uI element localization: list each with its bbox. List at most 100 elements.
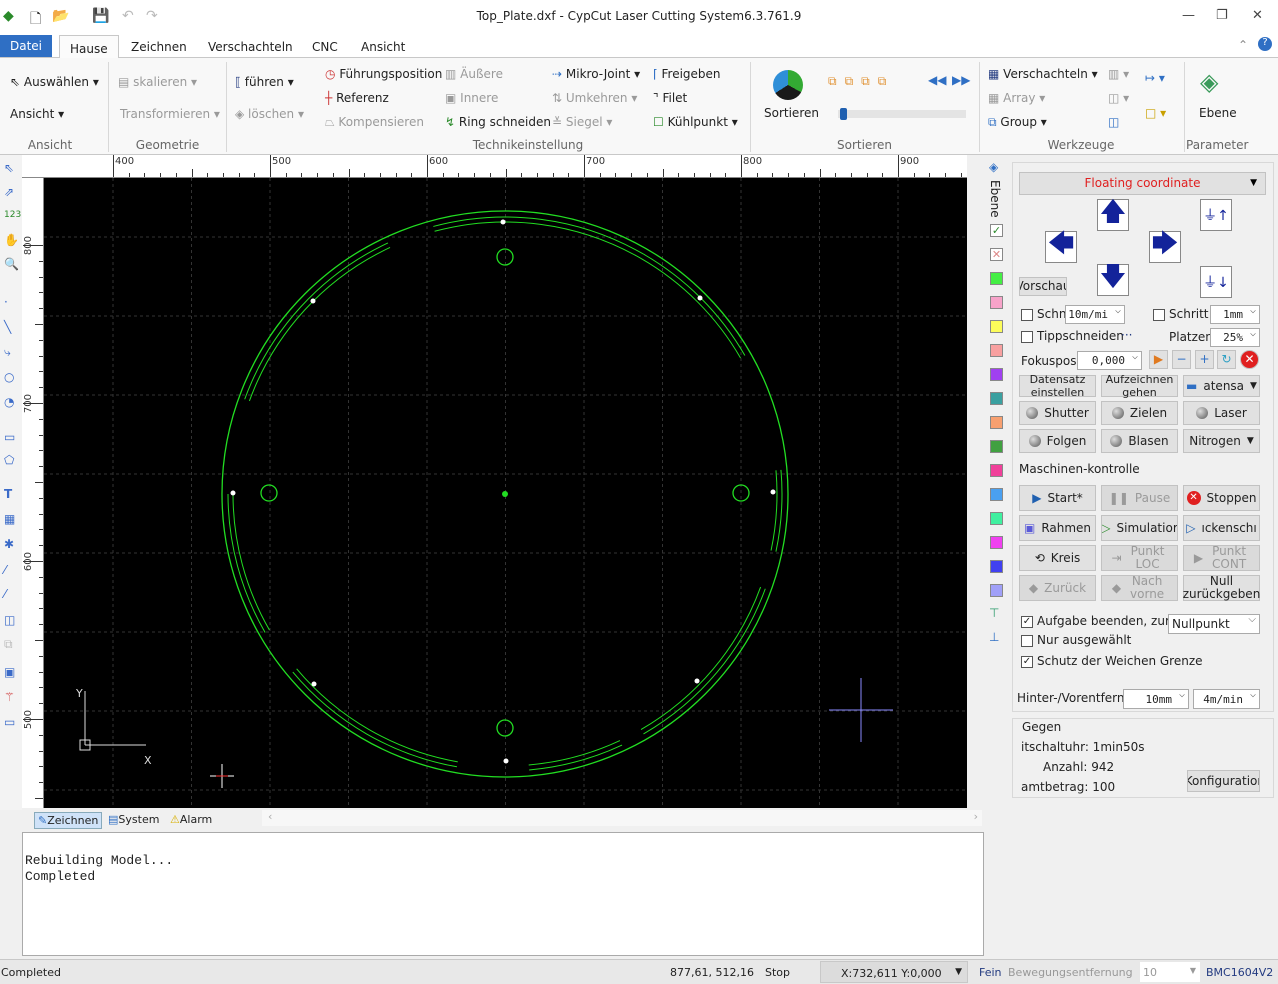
layer-color-swatch[interactable] — [990, 392, 1003, 405]
sort-prev-icon[interactable]: ◀◀ — [928, 73, 947, 87]
cancel-focus-button[interactable]: ✕ — [1240, 350, 1259, 369]
pause-button[interactable]: ❚❚ Pause — [1101, 485, 1178, 511]
nach-vorne-button[interactable]: ◆ Nach vorne — [1101, 575, 1178, 601]
tab-ansicht[interactable]: Ansicht — [361, 40, 406, 54]
star-icon[interactable]: ✱ — [4, 537, 15, 551]
tab-zeichnen-bottom[interactable]: ✎Zeichnen — [34, 812, 103, 829]
collapse-ribbon-icon[interactable]: ⌃ — [1238, 38, 1249, 52]
open-folder-icon[interactable]: 📂 — [52, 8, 70, 24]
shutter-button[interactable]: Shutter — [1019, 401, 1096, 425]
head-down-button[interactable]: ⏚↓ — [1200, 266, 1232, 298]
part-outline[interactable] — [221, 210, 789, 778]
layer-color-swatch[interactable] — [990, 536, 1003, 549]
siegel-button[interactable]: ≚ Siegel ▾ — [552, 115, 613, 129]
tab-verschachteln[interactable]: Verschachteln — [208, 40, 293, 54]
vertical-scrollbar[interactable] — [967, 155, 980, 810]
sortieren-button[interactable]: Sortieren — [764, 106, 819, 120]
vorschau-button[interactable]: Vorschau — [1019, 277, 1067, 296]
jog-up-button[interactable]: 🡅 — [1097, 197, 1129, 231]
position-dropdown[interactable]: X:732,611 Y:0,000 ▼ — [820, 961, 968, 983]
layer-color-swatch[interactable] — [990, 272, 1003, 285]
blasen-button[interactable]: Blasen — [1101, 429, 1178, 453]
head-up-button[interactable]: ⏚↑ — [1200, 199, 1232, 231]
layer-color-swatch[interactable] — [990, 320, 1003, 333]
help-icon[interactable]: ? — [1258, 37, 1272, 51]
maximize-button[interactable]: ❐ — [1216, 8, 1228, 23]
explode-icon[interactable]: ▣ — [4, 665, 16, 679]
innere-button[interactable]: ▣ Innere — [445, 91, 499, 105]
jog-right-button[interactable]: 🡆 — [1149, 229, 1181, 263]
layer-color-swatch[interactable] — [990, 344, 1003, 357]
layer-bottom-icon[interactable]: ⊥ — [989, 630, 1000, 644]
nur-ausgewaehlt-checkbox[interactable]: Nur ausgewählt — [1021, 633, 1131, 647]
trim-icon[interactable]: ⁄ — [4, 563, 7, 577]
transformieren-button[interactable]: Transformieren ▾ — [120, 107, 220, 121]
schn-select[interactable]: 10m/mi — [1065, 305, 1125, 324]
copy-icon[interactable]: ⧉ — [4, 637, 13, 651]
skalieren-button[interactable]: ▤ skalieren ▾ — [118, 75, 198, 89]
array-button[interactable]: ▦ Array ▾ — [988, 91, 1046, 105]
freigeben-button[interactable]: ⌈ Freigeben — [653, 67, 721, 81]
hinter-select[interactable]: 10mm — [1123, 689, 1189, 709]
aeussere-button[interactable]: ▥ Äußere — [445, 67, 503, 81]
nitrogen-dropdown[interactable]: Nitrogen ▼ — [1183, 429, 1260, 453]
ansicht-dropdown[interactable]: Ansicht ▾ — [10, 107, 65, 121]
redo-icon[interactable]: ↷ — [146, 8, 158, 24]
tab-zeichnen[interactable]: Zeichnen — [131, 40, 187, 54]
group-button[interactable]: ⧉ Group ▾ — [988, 115, 1047, 129]
fuehrungsposition-button[interactable]: ◷ Führungsposition — [325, 67, 443, 81]
sort-next-icon[interactable]: ▶▶ — [952, 73, 971, 87]
null-zurueckgeben-button[interactable]: Null zurückgeben — [1182, 574, 1261, 601]
konfiguration-button[interactable]: Konfiguratior — [1187, 770, 1260, 792]
numbering-icon[interactable]: 123 — [4, 210, 22, 220]
canvas-svg[interactable]: Y X — [44, 178, 967, 808]
tipp-more-button[interactable]: ··· — [1121, 328, 1133, 342]
tool-icon-3[interactable]: ◫ — [1108, 115, 1120, 129]
ebene-button[interactable]: Ebene — [1199, 106, 1237, 120]
laser-button[interactable]: Laser — [1183, 401, 1260, 425]
schritt-checkbox[interactable]: Schritt — [1153, 307, 1209, 321]
zielen-button[interactable]: Zielen — [1101, 401, 1178, 425]
point-icon[interactable]: · — [4, 295, 8, 309]
new-file-icon[interactable]: 🗋 — [30, 11, 42, 27]
aufgabe-checkbox[interactable]: ✓ Aufgabe beenden, zurü — [1021, 614, 1169, 628]
extend-icon[interactable]: ⁄ — [4, 587, 7, 601]
punkt-cont-button[interactable]: ▶ Punkt CONT — [1183, 545, 1260, 571]
layer-hidden-checkbox[interactable]: ✕ — [990, 248, 1003, 261]
drawing-canvas[interactable]: Y X — [44, 178, 967, 808]
schutz-checkbox[interactable]: ✓ Schutz der Weichen Grenze — [1021, 654, 1203, 668]
datensatz-dropdown[interactable]: ▬ atensa ▼ — [1183, 375, 1260, 397]
rectangle-icon[interactable]: ▭ — [4, 430, 16, 444]
polygon-icon[interactable]: ⬠ — [4, 453, 15, 467]
jog-down-button[interactable]: 🡇 — [1097, 262, 1129, 296]
play-focus-button[interactable]: ▶ — [1149, 350, 1168, 369]
layer-color-swatch[interactable] — [990, 440, 1003, 453]
horizontal-scrollbar[interactable]: ‹ › — [262, 810, 982, 826]
save-icon[interactable]: 💾 — [92, 8, 110, 24]
plus-focus-button[interactable]: + — [1195, 350, 1214, 369]
layer-color-swatch[interactable] — [990, 464, 1003, 477]
sort-order-icons[interactable]: ⧉⧉⧉⧉ — [828, 74, 895, 88]
filet-button[interactable]: ⌝ Filet — [653, 91, 688, 105]
layer-color-swatch[interactable] — [990, 296, 1003, 309]
referenz-button[interactable]: ┼ Referenz — [325, 91, 389, 105]
layer-color-swatch[interactable] — [990, 368, 1003, 381]
punkt-loc-button[interactable]: ⇥ Punkt LOC — [1101, 545, 1178, 571]
minimize-button[interactable]: — — [1182, 8, 1195, 23]
kompensieren-button[interactable]: ⏢ Kompensieren — [325, 115, 424, 129]
arc-icon[interactable]: ◔ — [4, 395, 15, 409]
node-edit-icon[interactable]: ⇗ — [4, 185, 15, 199]
fokus-select[interactable]: 0,000 — [1077, 351, 1142, 370]
mikro-joint-button[interactable]: ⇢ Mikro-Joint ▾ — [552, 67, 641, 81]
speed-select[interactable]: 4m/min — [1193, 689, 1260, 709]
umkehren-button[interactable]: ⇅ Umkehren ▾ — [552, 91, 638, 105]
layer-top-icon[interactable]: ⊤ — [989, 606, 1000, 620]
schn-checkbox[interactable]: Schn — [1021, 307, 1066, 321]
verschachteln-button[interactable]: ▦ Verschachteln ▾ — [988, 67, 1098, 81]
loeschen-button[interactable]: ◈ löschen ▾ — [235, 107, 305, 121]
tab-cnc[interactable]: CNC — [312, 40, 338, 54]
undo-icon[interactable]: ↶ — [122, 8, 134, 24]
schritt-select[interactable]: 1mm — [1210, 305, 1260, 324]
layer-color-swatch[interactable] — [990, 416, 1003, 429]
tool-icon-1[interactable]: ▥ ▾ — [1108, 67, 1130, 81]
